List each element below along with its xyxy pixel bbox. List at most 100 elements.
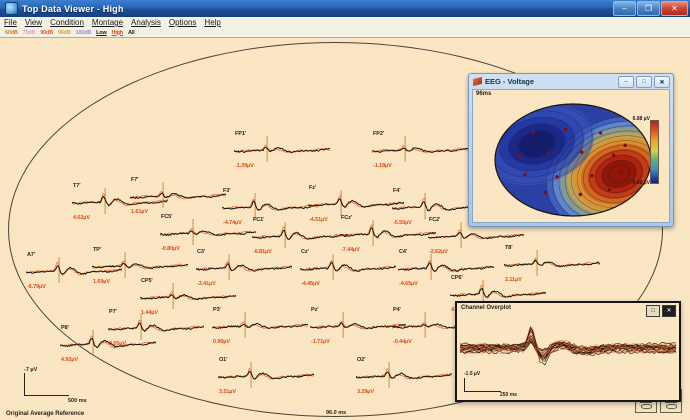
channel-waveform <box>140 283 236 309</box>
menu-item-view[interactable]: View <box>24 18 43 27</box>
channel-waveform <box>196 254 292 280</box>
channel-label: F7' <box>131 177 139 183</box>
close-button[interactable]: ✕ <box>661 1 688 16</box>
overplot-scale-legend: -1.5 µV 250 ms <box>462 371 552 398</box>
channel-value: -0.44µV <box>393 339 412 345</box>
channel-waveform <box>222 193 318 219</box>
channel-plot-o1[interactable]: O1' 3.51µV <box>218 357 314 395</box>
channel-plot-pz[interactable]: Pz' -1.71µV <box>310 307 406 345</box>
channel-plot-p7[interactable]: P7' 4.05µV <box>108 309 204 347</box>
channel-label: P4' <box>393 307 401 313</box>
channel-label: T8' <box>505 245 513 251</box>
channel-value: -7.44µV <box>341 247 360 253</box>
channel-plot-c4[interactable]: C4' -4.65µV <box>398 249 494 287</box>
time-cursor-label: 96.0 ms <box>326 410 347 416</box>
channel-overplot-window[interactable]: Channel Overplot □ ✕ -1.5 µV 250 ms <box>455 301 681 402</box>
overplot-close-button[interactable]: ✕ <box>662 305 676 317</box>
channel-plot-fc2[interactable]: FC2' -2.62µV <box>428 217 524 255</box>
channel-plot-p3[interactable]: P3' 0.90µV <box>212 307 308 345</box>
scale-time-label: 500 ms <box>68 398 87 404</box>
channel-value: 4.92µV <box>61 357 78 363</box>
voltage-minimize-button[interactable]: – <box>618 76 634 88</box>
toolbar-item-all[interactable]: All <box>127 29 135 36</box>
window-title: Top Data Viewer - High <box>22 3 124 14</box>
channel-label: A7' <box>27 252 36 258</box>
channel-waveform <box>300 254 396 280</box>
voltage-map-body[interactable]: 96ms 6.88 µV -6.88 µV <box>472 89 670 223</box>
app-icon <box>5 2 18 15</box>
channel-label: P3' <box>213 307 221 313</box>
toolbar-item-75db[interactable]: 75dB <box>22 29 36 36</box>
channel-plot-f3[interactable]: F3' -4.74µV <box>222 188 318 226</box>
channel-plot-cz[interactable]: Cz' -4.45µV <box>300 249 396 287</box>
channel-waveform <box>308 190 404 216</box>
window-controls: – ❐ ✕ <box>613 1 688 16</box>
channel-waveform <box>252 222 348 248</box>
channel-value: 4.05µV <box>109 341 126 347</box>
channel-plot-fp1[interactable]: FP1' -1.39µV <box>234 131 330 169</box>
colorbar <box>650 120 659 184</box>
toolbar-item-100db[interactable]: 100dB <box>75 29 92 36</box>
channel-value: -1.71µV <box>311 339 330 345</box>
toolbar-item-60db[interactable]: 60dB <box>5 29 18 36</box>
channel-plot-c3[interactable]: C3' -3.41µV <box>196 249 292 287</box>
voltage-window-title: EEG - Voltage <box>485 76 535 86</box>
voltage-time-label: 96ms <box>476 91 492 97</box>
overplot-restore-button[interactable]: □ <box>646 305 660 317</box>
eeg-montage-canvas[interactable]: FP1' -1.39µV FP2' -1.18µV T7' 4.62µV F7' 1.61µV… <box>0 37 690 420</box>
channel-plot-p8[interactable]: P8' 4.92µV <box>60 325 156 363</box>
channel-waveform <box>340 220 436 246</box>
channel-value: -4.45µV <box>301 281 320 287</box>
channel-waveform <box>310 312 406 338</box>
channel-value: 1.44µV <box>141 310 158 316</box>
menu-item-condition[interactable]: Condition <box>50 18 84 27</box>
channel-value: 1.61µV <box>131 209 148 215</box>
channel-waveform <box>218 362 314 388</box>
toolbar-item-90db[interactable]: 90dB <box>40 29 53 36</box>
menu-item-analysis[interactable]: Analysis <box>131 18 161 27</box>
menu-item-help[interactable]: Help <box>204 18 221 27</box>
channel-plot-fc5[interactable]: FC5' -0.80µV <box>160 214 256 252</box>
menu-item-montage[interactable]: Montage <box>91 18 124 27</box>
channel-value: 3.51µV <box>219 389 236 395</box>
channel-value: -6.79µV <box>27 284 46 290</box>
toolbar-item-low[interactable]: Low <box>96 29 107 36</box>
menu-item-file[interactable]: File <box>4 18 17 27</box>
channel-plot-fcz[interactable]: FCz' -7.44µV <box>340 215 436 253</box>
reference-label: Original Average Reference <box>6 411 85 417</box>
voltage-window-titlebar: EEG - Voltage – □ ✖ <box>469 74 673 88</box>
channel-label: Cz' <box>301 249 309 255</box>
channel-plot-a7[interactable]: A7' -6.79µV <box>26 252 122 290</box>
maximize-button[interactable]: ❐ <box>637 1 660 16</box>
menu-item-options[interactable]: Options <box>168 18 197 27</box>
channel-waveform <box>72 188 168 214</box>
channel-label: Pz' <box>311 307 319 313</box>
minimize-button[interactable]: – <box>613 1 636 16</box>
channel-plot-o2[interactable]: O2' 3.29µV <box>356 357 452 395</box>
toolbar-item-96db[interactable]: 96dB <box>57 29 71 36</box>
channel-value: -1.39µV <box>235 163 254 169</box>
channel-plot-fp2[interactable]: FP2' -1.18µV <box>372 131 468 169</box>
channel-plot-tp[interactable]: TP' 1.69µV <box>92 247 188 285</box>
channel-label: FC5' <box>161 214 173 220</box>
channel-waveform <box>372 136 468 162</box>
channel-plot-cp5[interactable]: CP5' 1.44µV <box>140 278 236 316</box>
channel-plot-t7[interactable]: T7' 4.62µV <box>72 183 168 221</box>
channel-plot-f7[interactable]: F7' 1.61µV <box>130 177 226 215</box>
channel-label: P8' <box>61 325 69 331</box>
channel-plot-t8[interactable]: T8' 2.11µV <box>504 245 600 283</box>
voltage-close-button[interactable]: ✖ <box>654 76 670 88</box>
scale-amplitude-label: -7 µV <box>24 367 38 373</box>
overplot-window-controls: □ ✕ <box>646 305 676 317</box>
channel-plot-fz[interactable]: Fz' -4.51µV <box>308 185 404 223</box>
channel-waveform <box>234 136 330 162</box>
toolbar-item-high[interactable]: High <box>111 29 124 36</box>
channel-label: FCz' <box>341 215 352 221</box>
channel-waveform <box>60 330 156 356</box>
channel-plot-fc1[interactable]: FC1' -6.81µV <box>252 217 348 255</box>
overplot-time-label: 250 ms <box>500 392 517 398</box>
voltage-maximize-button[interactable]: □ <box>636 76 652 88</box>
channel-waveform <box>160 219 256 245</box>
eeg-voltage-window[interactable]: EEG - Voltage – □ ✖ 96ms 6.88 µV -6.88 µ… <box>468 73 674 227</box>
